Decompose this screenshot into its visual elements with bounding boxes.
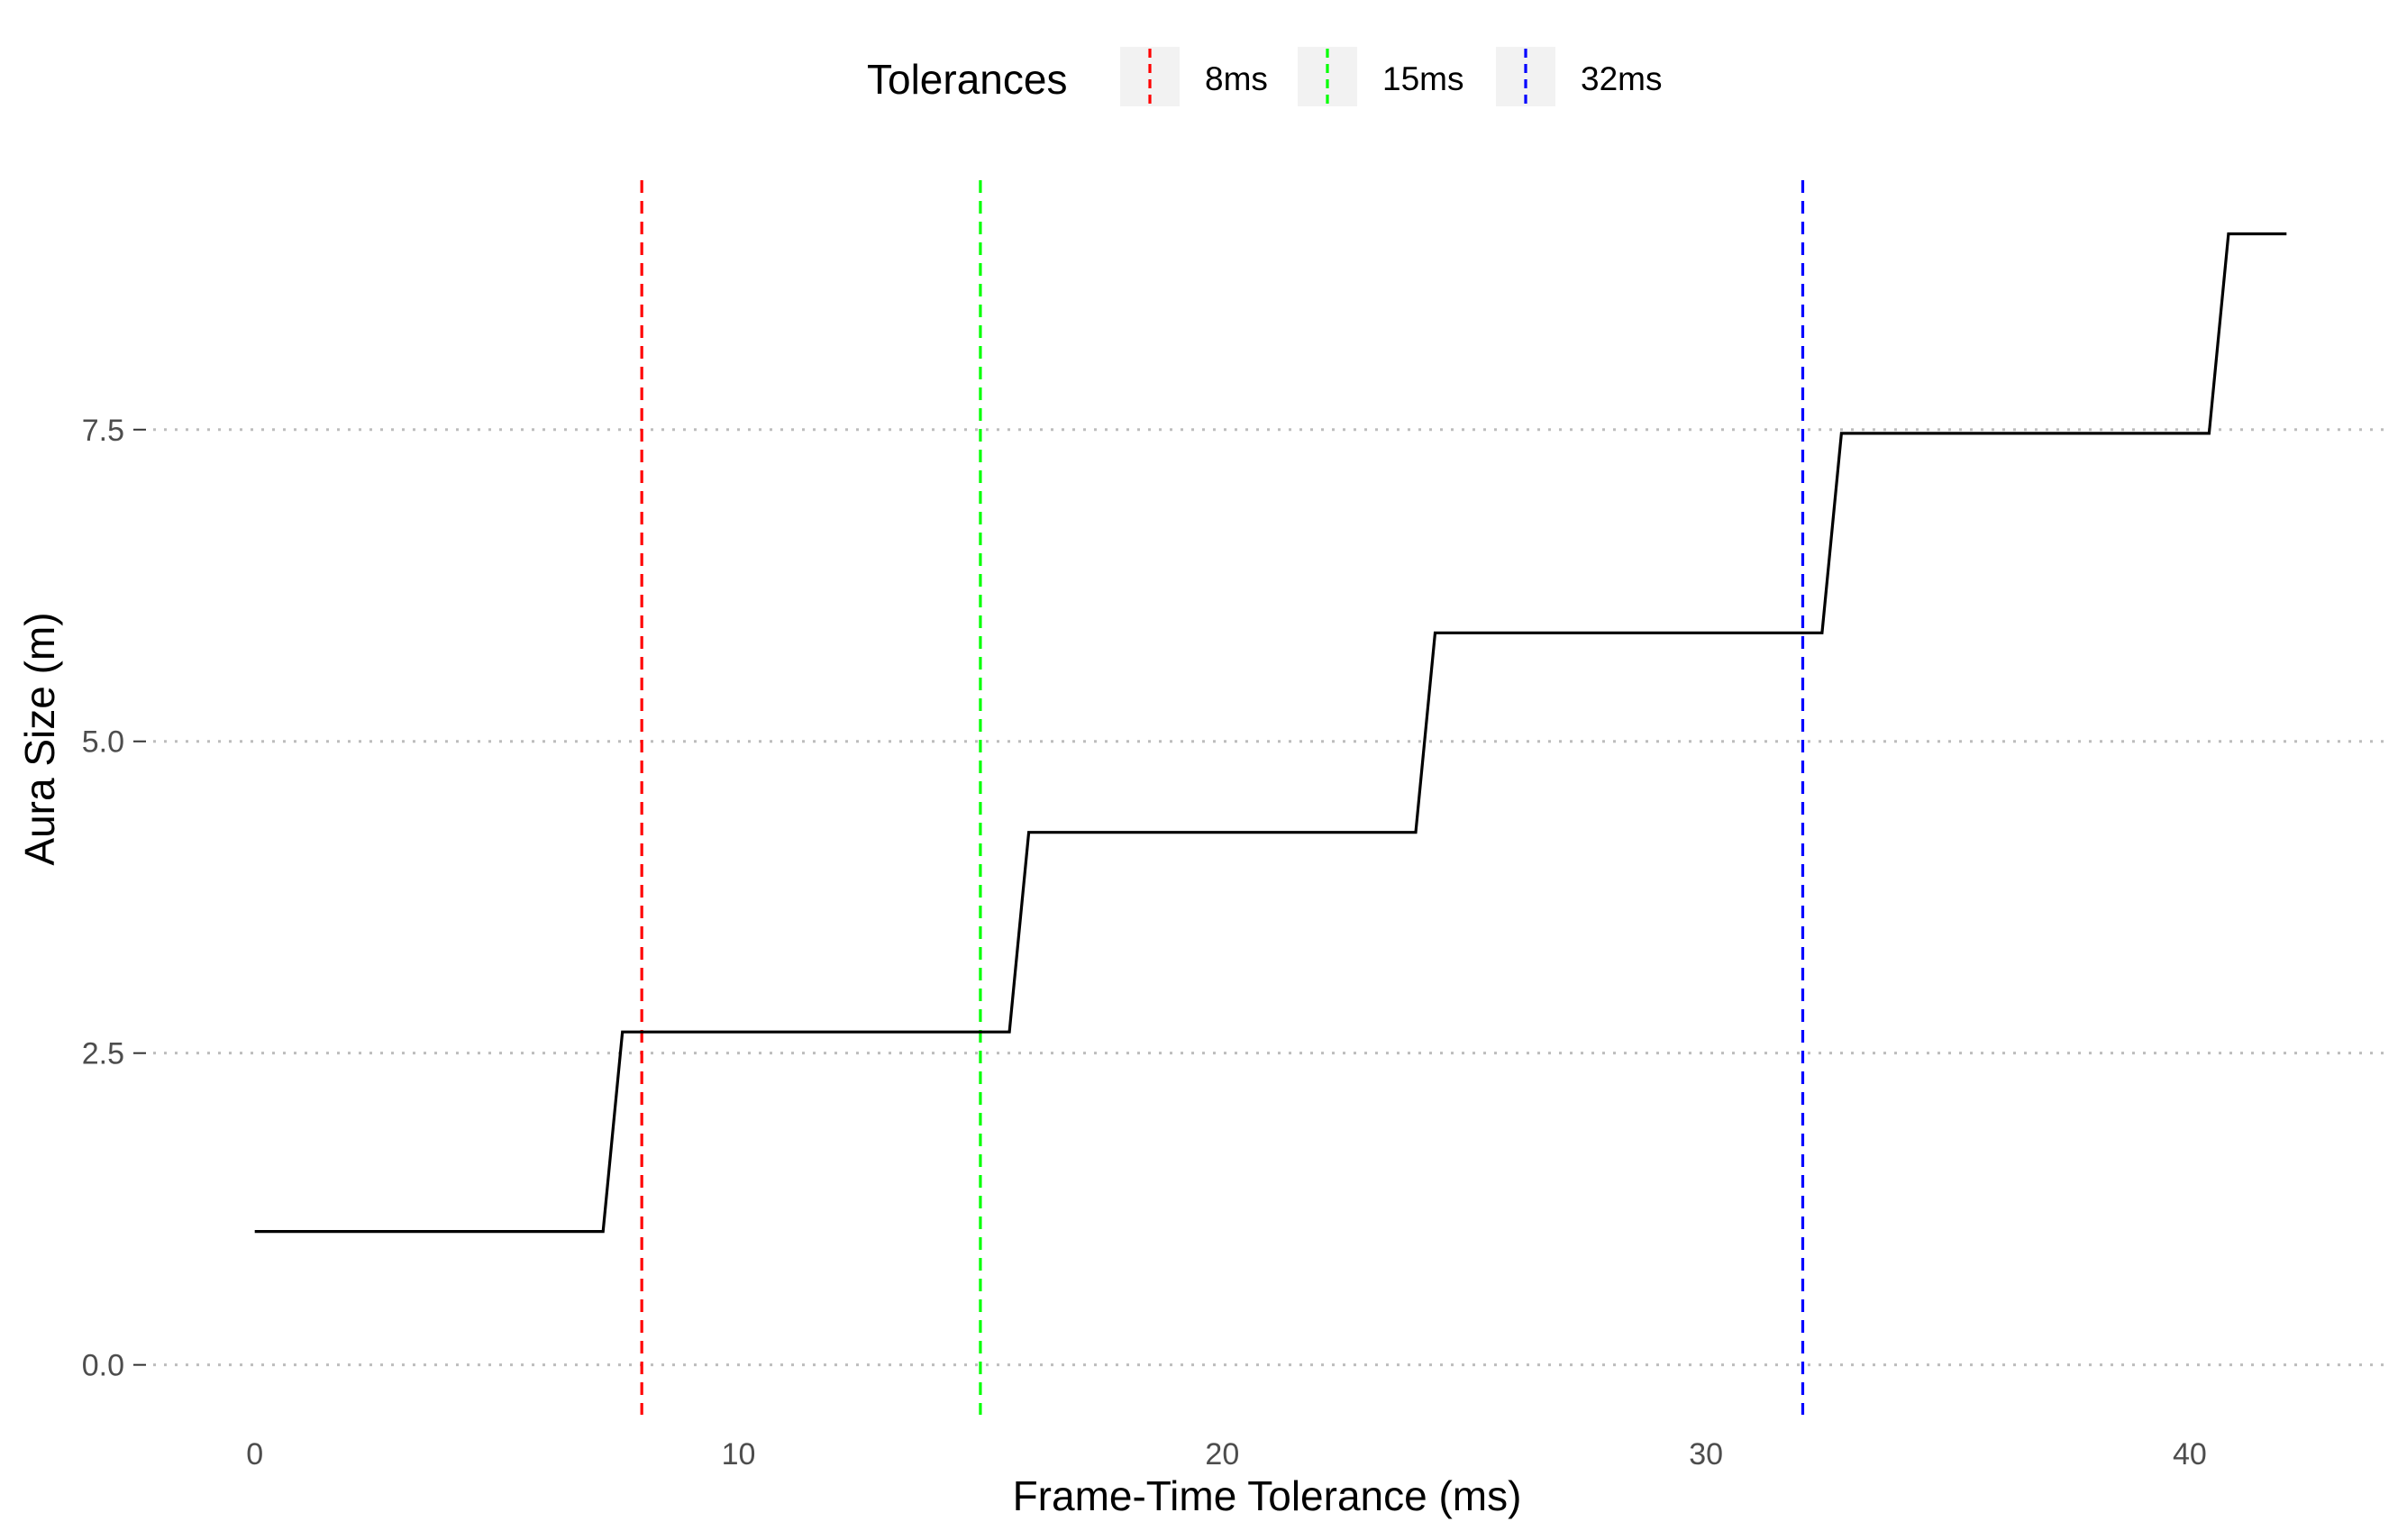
y-tick-label: 7.5 [82,414,124,448]
gridlines [153,428,2388,1367]
legend-label: 15ms [1382,60,1463,97]
y-tick-label: 0.0 [82,1349,124,1383]
y-axis-title: Aura Size (m) [16,612,63,865]
x-tick-label: 0 [246,1437,263,1472]
x-axis-title: Frame-Time Tolerance (ms) [1013,1472,1522,1519]
y-axis-ticks: 0.0 2.5 5.0 7.5 [82,414,146,1383]
legend-label: 32ms [1581,60,1662,97]
x-tick-label: 40 [2173,1437,2207,1472]
x-tick-label: 20 [1205,1437,1239,1472]
x-tick-label: 10 [722,1437,756,1472]
y-tick-label: 5.0 [82,725,124,760]
legend-entry-32ms: 32ms [1496,47,1662,106]
x-axis-ticks: 0 10 20 30 40 [246,1437,2207,1472]
legend: Tolerances 8ms 15ms 32ms [867,47,1662,106]
series-lines [254,232,2287,1234]
y-tick-label: 2.5 [82,1037,124,1071]
legend-title: Tolerances [867,56,1067,103]
x-tick-label: 30 [1689,1437,1723,1472]
legend-label: 8ms [1205,60,1268,97]
legend-entry-8ms: 8ms [1120,47,1268,106]
aura-size-line [254,232,2287,1234]
legend-entry-15ms: 15ms [1298,47,1463,106]
tolerance-lines [640,180,1805,1415]
